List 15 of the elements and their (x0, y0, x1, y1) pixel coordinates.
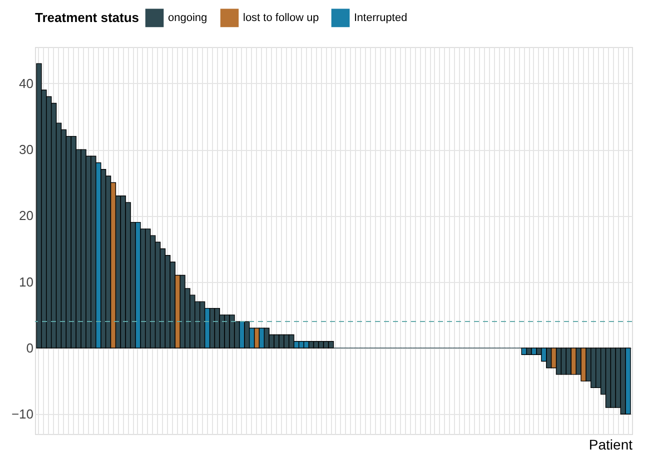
bar (531, 348, 537, 355)
x-axis-title: Patient (588, 436, 633, 452)
y-tick-label: −10 (11, 406, 34, 422)
bar (521, 348, 527, 355)
y-tick-label: 40 (19, 76, 34, 91)
legend-title: Treatment status (35, 10, 140, 25)
legend-label: ongoing (168, 12, 208, 24)
legend-label: lost to follow up (243, 12, 319, 24)
bar (580, 348, 586, 382)
y-tick-label: 0 (26, 340, 34, 356)
y-tick-label: 30 (19, 142, 34, 158)
y-tick-label: 10 (19, 274, 34, 290)
y-tick-label: 20 (19, 208, 34, 224)
bar (313, 341, 319, 348)
legend-label: Interrupted (354, 12, 408, 24)
